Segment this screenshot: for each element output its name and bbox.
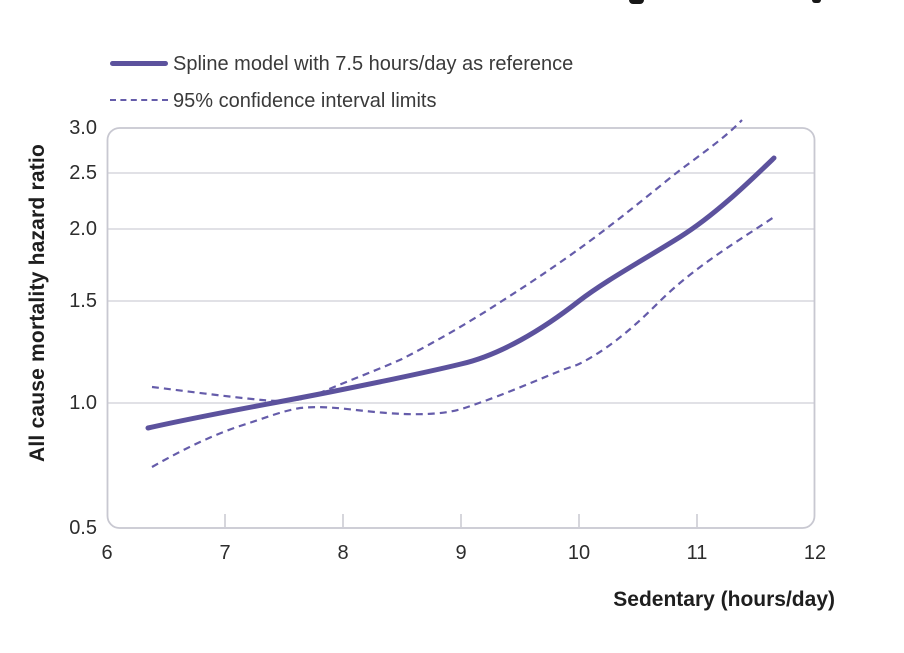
y-tick-label: 2.0: [69, 218, 97, 240]
spline-curve: [145, 155, 777, 431]
x-tick-label: 10: [567, 542, 591, 564]
gridlines: [108, 172, 814, 404]
legend-dashed-line-swatch: [110, 99, 168, 101]
y-tick-label: 3.0: [69, 117, 97, 139]
ci-lower-curve: [151, 216, 775, 468]
ci-upper-curve: [151, 119, 743, 403]
x-tick-label: 8: [337, 542, 349, 564]
y-tick-label: 0.5: [69, 517, 97, 539]
x-axis-title: Sedentary (hours/day): [613, 588, 835, 611]
x-axis-ticks: [224, 514, 698, 527]
x-tick-label: 12: [803, 542, 827, 564]
y-tick-label: 1.0: [69, 392, 97, 414]
x-tick-label: 9: [455, 542, 467, 564]
legend-label-ci: 95% confidence interval limits: [173, 90, 437, 112]
x-tick-label: 7: [219, 542, 231, 564]
cropped-title-fragment: [629, 0, 644, 4]
y-tick-label: 2.5: [69, 162, 97, 184]
y-tick-label: 1.5: [69, 290, 97, 312]
legend-label-spline: Spline model with 7.5 hours/day as refer…: [173, 53, 574, 75]
legend-solid-line-swatch: [110, 61, 168, 66]
cropped-title-fragment: [812, 0, 821, 3]
plot-border: [106, 127, 816, 529]
x-tick-label: 11: [686, 542, 708, 564]
x-tick-label: 6: [101, 542, 113, 564]
